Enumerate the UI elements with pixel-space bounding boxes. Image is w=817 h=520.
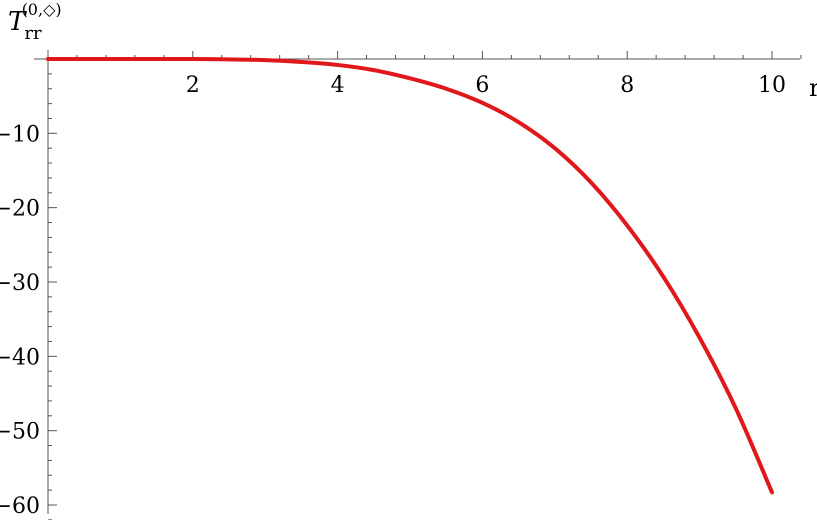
y-axis-label-subscript: rr: [24, 23, 42, 44]
ticks: [48, 51, 802, 520]
x-tick-label: 2: [186, 73, 200, 98]
y-tick-label: −10: [0, 122, 40, 147]
y-tick-label: −20: [0, 197, 40, 222]
x-tick-label: 6: [475, 73, 489, 98]
y-axis-label-superscript: (0,◇): [22, 0, 62, 19]
x-axis-label: r: [809, 74, 817, 102]
x-tick-label: 4: [331, 73, 345, 98]
axes: [34, 50, 800, 514]
y-axis-label: Trr (0,◇): [8, 0, 62, 44]
y-tick-label: −30: [0, 271, 40, 296]
y-tick-label: −40: [0, 345, 40, 370]
y-tick-label: −60: [0, 494, 40, 519]
tick-labels: 2 4 6 8 10 −10 −20 −30 −40 −50 −60: [0, 73, 786, 519]
y-tick-label: −50: [0, 420, 40, 445]
y-axis-label-base: T: [8, 7, 27, 37]
x-tick-label: 8: [620, 73, 634, 98]
x-tick-label: 10: [758, 73, 786, 98]
series-line: [46, 56, 774, 495]
series: [46, 56, 774, 495]
